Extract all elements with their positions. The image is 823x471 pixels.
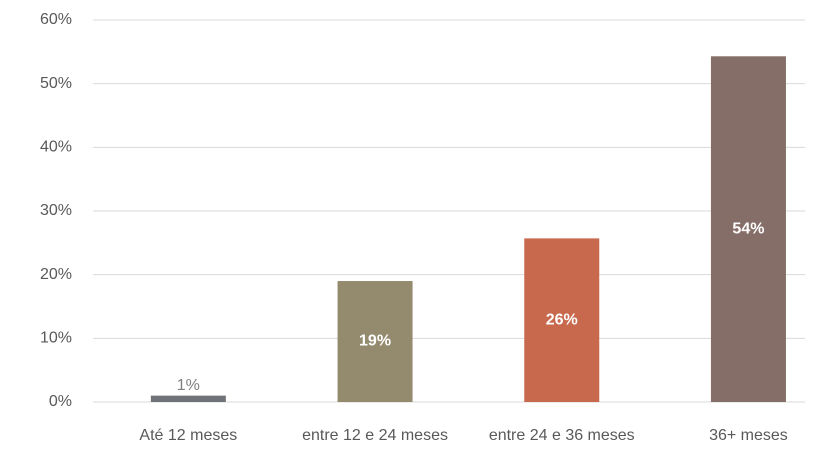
y-tick-label: 10% bbox=[40, 330, 72, 347]
y-tick-label: 30% bbox=[40, 202, 72, 219]
y-tick-label: 50% bbox=[40, 75, 72, 92]
y-tick-label: 40% bbox=[40, 139, 72, 156]
value-label: 26% bbox=[546, 311, 578, 328]
bar bbox=[150, 395, 226, 402]
value-label: 54% bbox=[732, 220, 764, 237]
y-tick-label: 20% bbox=[40, 266, 72, 283]
x-tick-label: entre 12 e 24 meses bbox=[302, 427, 448, 444]
bar bbox=[710, 56, 786, 402]
value-label: 1% bbox=[177, 377, 200, 394]
bar bbox=[524, 238, 600, 402]
x-tick-label: entre 24 e 36 meses bbox=[488, 427, 635, 444]
x-tick-label: 36+ meses bbox=[709, 427, 788, 444]
y-tick-label: 0% bbox=[49, 393, 72, 410]
bar bbox=[337, 281, 413, 402]
x-tick-label: Até 12 meses bbox=[139, 427, 238, 444]
y-tick-label: 60% bbox=[40, 11, 72, 28]
value-label: 19% bbox=[359, 333, 391, 350]
